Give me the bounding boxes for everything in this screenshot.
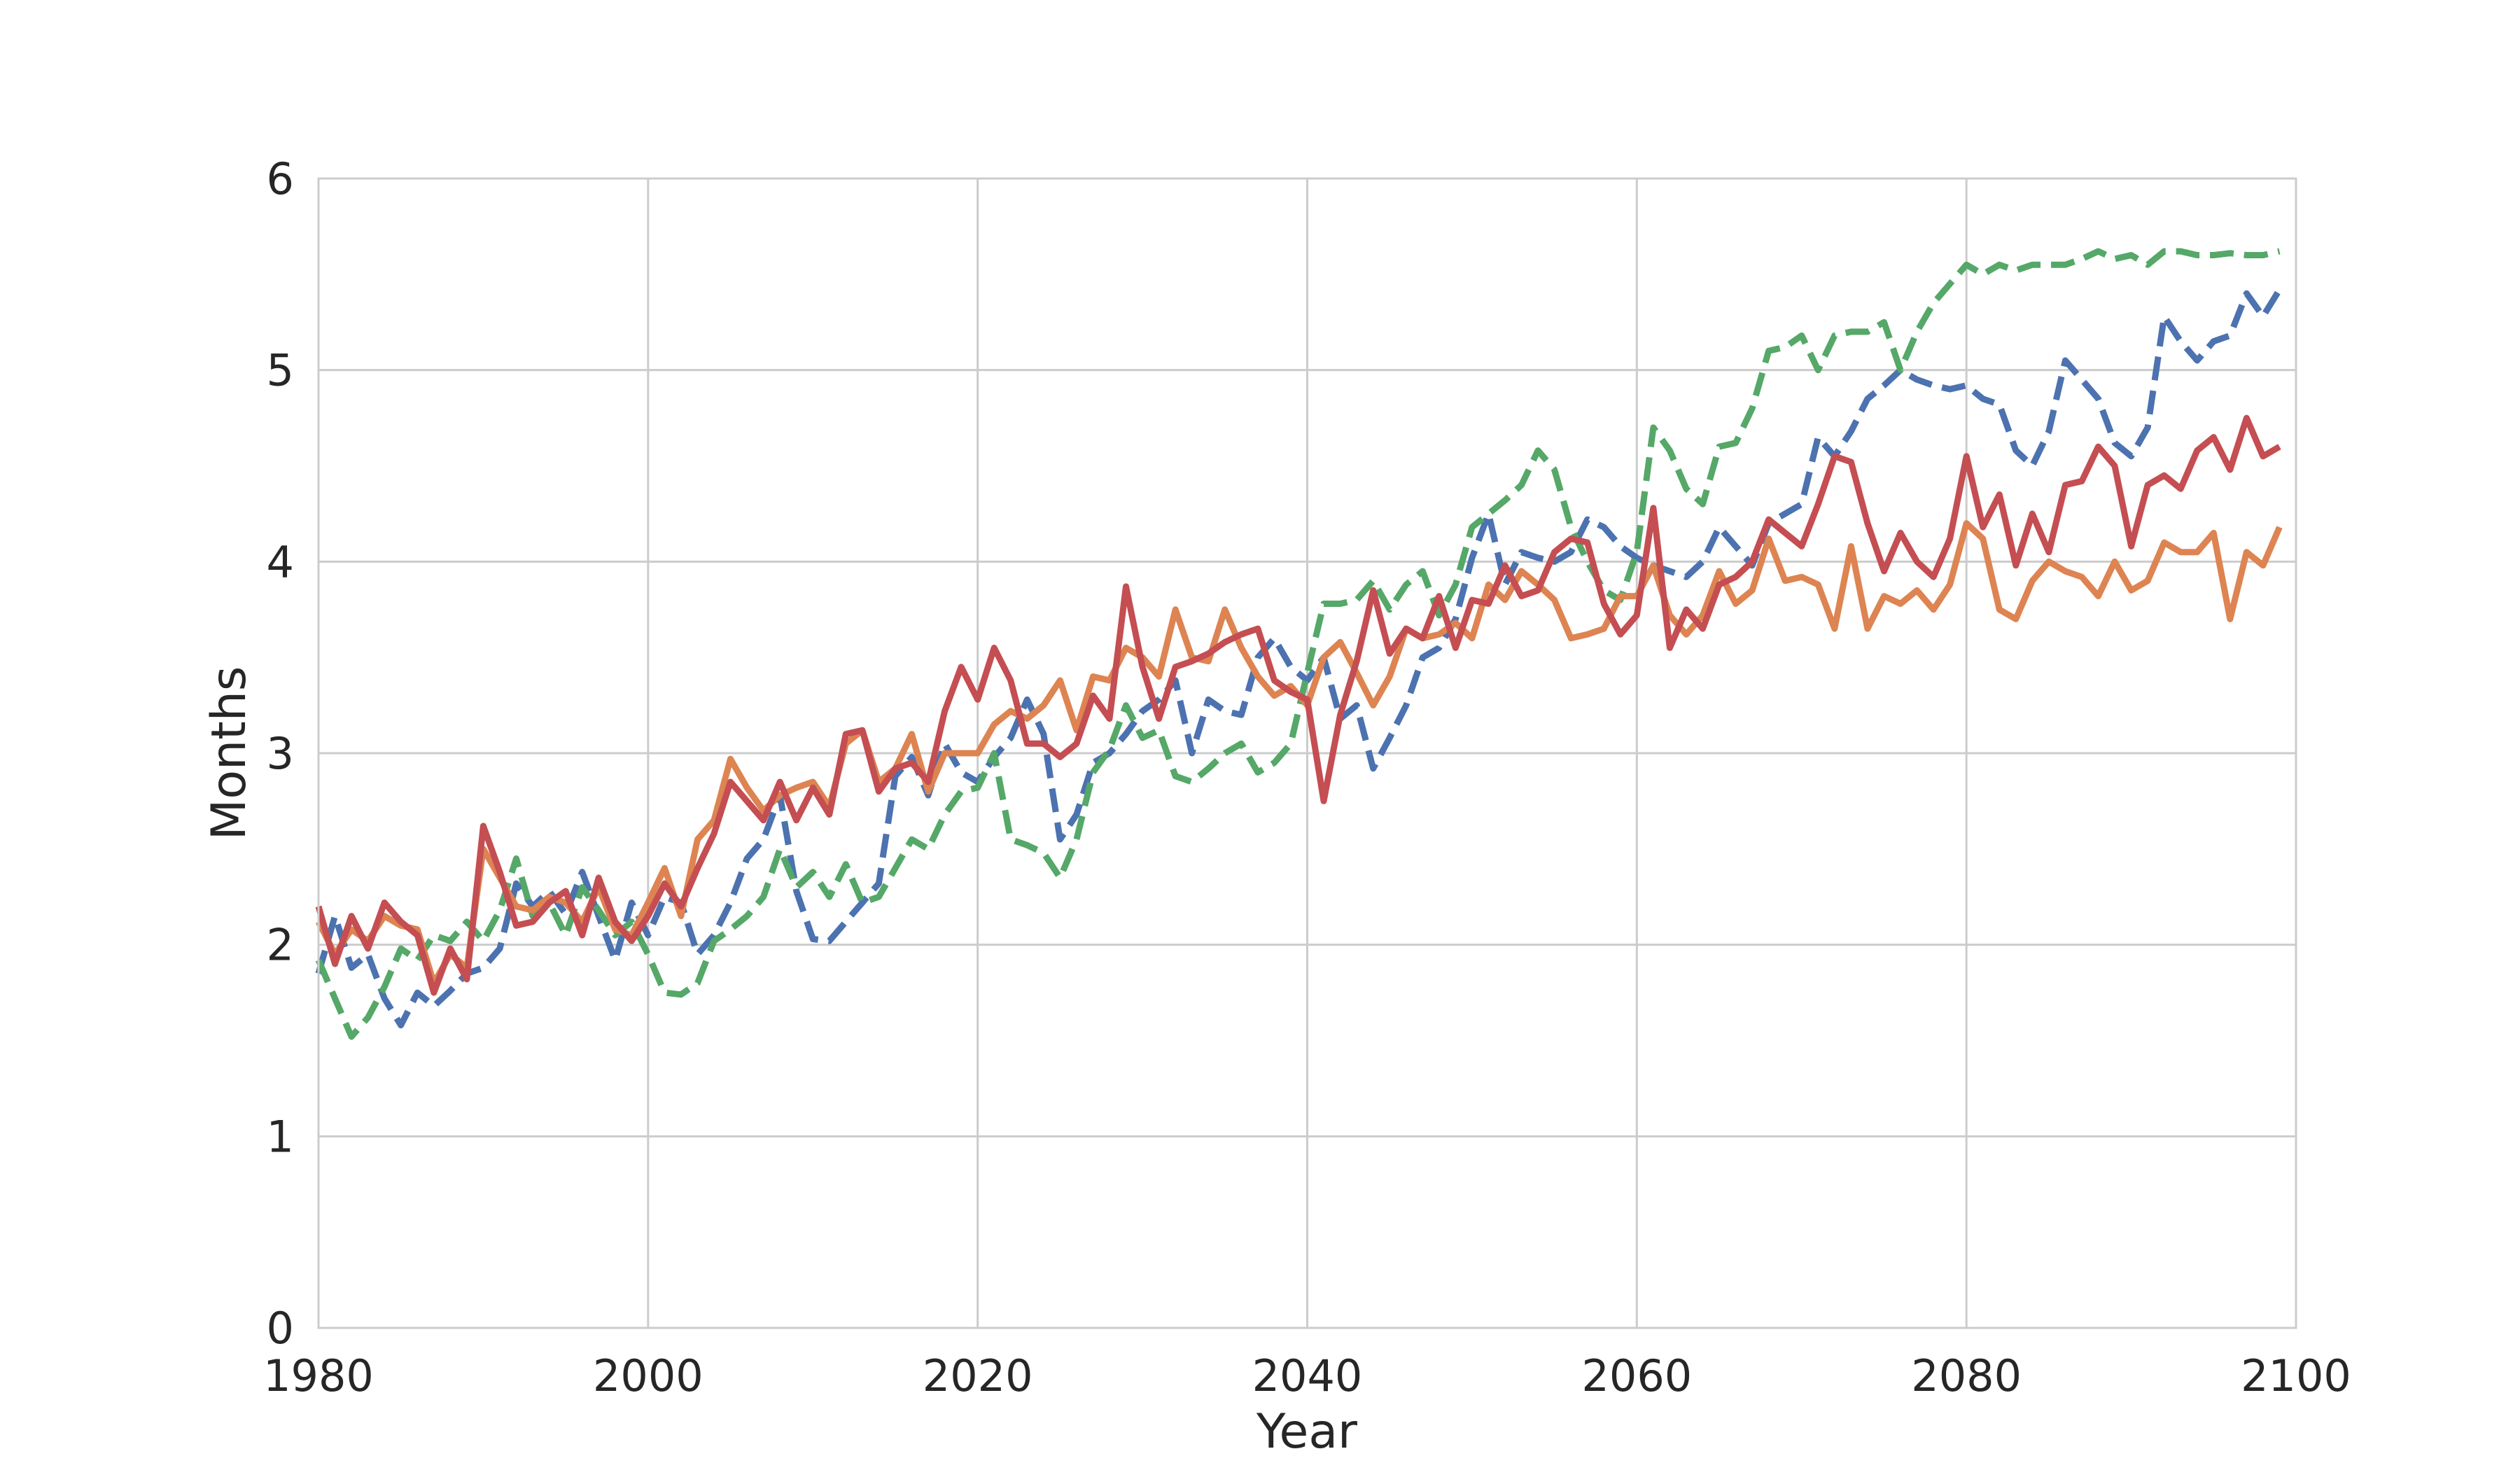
y-tick-label: 1 — [267, 1111, 294, 1162]
x-tick-label: 1980 — [263, 1350, 374, 1401]
y-tick-label: 4 — [267, 536, 294, 587]
x-tick-label: 2100 — [2241, 1350, 2351, 1401]
grid-lines — [317, 177, 2297, 1329]
x-tick-label: 2000 — [593, 1350, 704, 1401]
y-axis-label: Months — [202, 666, 257, 841]
x-tick-labels: 1980 2000 2020 2040 2060 2080 2100 — [263, 1350, 2351, 1401]
series-line-1 — [315, 288, 2283, 1029]
x-tick-label: 2080 — [1911, 1350, 2022, 1401]
y-tick-label: 3 — [267, 728, 294, 779]
y-tick-labels: 0 1 2 3 4 5 6 — [267, 153, 294, 1354]
x-tick-label: 2060 — [1581, 1350, 1692, 1401]
y-tick-label: 6 — [267, 153, 294, 204]
x-tick-label: 2040 — [1252, 1350, 1363, 1401]
x-axis-label: Year — [1256, 1404, 1357, 1460]
series-line-4 — [315, 414, 2281, 996]
x-tick-label: 2020 — [923, 1350, 1033, 1401]
y-tick-label: 2 — [267, 920, 294, 971]
plot-area-frame — [317, 177, 2297, 1329]
y-tick-label: 5 — [267, 345, 294, 396]
y-tick-label: 0 — [267, 1303, 294, 1354]
series-lines — [315, 248, 2283, 1040]
series-line-2 — [315, 248, 2281, 1040]
